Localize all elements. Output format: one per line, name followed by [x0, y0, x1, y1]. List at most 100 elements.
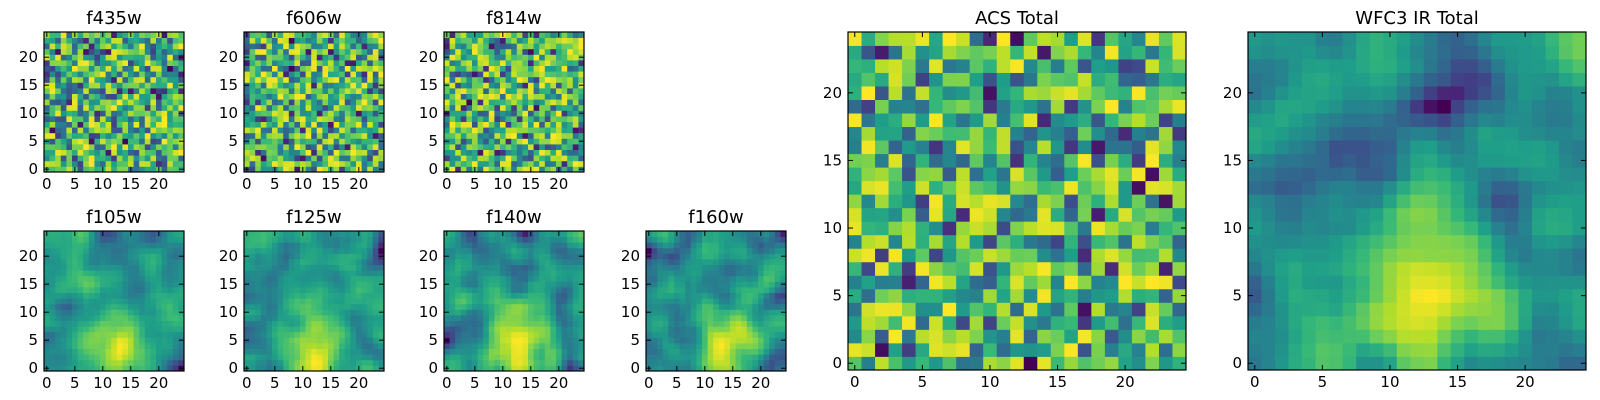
- heatmap-cell: [311, 270, 318, 277]
- heatmap-cell: [528, 354, 534, 361]
- heatmap-cell: [316, 54, 323, 61]
- heatmap-cell: [133, 155, 140, 162]
- heatmap-cell: [1064, 248, 1079, 263]
- heatmap-cell: [1131, 248, 1146, 263]
- heatmap-cell: [77, 303, 84, 310]
- heatmap-cell: [378, 287, 385, 293]
- heatmap-cell: [528, 331, 534, 338]
- heatmap-cell: [888, 315, 903, 330]
- heatmap-cell: [60, 149, 67, 156]
- heatmap-cell: [178, 292, 185, 299]
- heatmap-cell: [746, 281, 753, 288]
- heatmap-cell: [572, 48, 579, 55]
- heatmap-cell: [1104, 275, 1119, 290]
- heatmap-cell: [255, 292, 262, 299]
- heatmap-cell: [724, 242, 731, 249]
- heatmap-cell: [316, 110, 323, 117]
- heatmap-cell: [172, 315, 179, 321]
- heatmap-cell: [483, 231, 490, 237]
- heatmap-cell: [455, 326, 462, 333]
- heatmap-cell: [94, 54, 101, 61]
- heatmap-cell: [702, 275, 708, 282]
- y-tick-label: 0: [228, 359, 238, 377]
- heatmap-cell: [735, 315, 742, 321]
- heatmap-cell: [477, 343, 484, 349]
- heatmap-cell: [915, 167, 930, 182]
- heatmap-cell: [156, 43, 162, 50]
- heatmap-cell: [483, 365, 490, 372]
- heatmap-cell: [111, 132, 118, 139]
- heatmap-cell: [72, 48, 78, 55]
- heatmap-cell: [488, 259, 495, 265]
- heatmap-cell: [111, 287, 118, 293]
- heatmap-cell: [128, 37, 134, 44]
- heatmap-cell: [483, 320, 490, 327]
- heatmap-cell: [372, 99, 379, 106]
- heatmap-cell: [283, 259, 290, 265]
- heatmap-cell: [561, 281, 568, 288]
- heatmap-cell: [367, 348, 374, 355]
- heatmap-cell: [915, 194, 930, 209]
- heatmap-cell: [44, 132, 50, 139]
- heatmap-cell: [94, 116, 101, 122]
- heatmap-cell: [372, 155, 379, 162]
- heatmap-cell: [288, 247, 295, 254]
- heatmap-cell: [44, 88, 50, 94]
- heatmap-cell: [105, 247, 112, 254]
- heatmap-cell: [283, 354, 290, 361]
- heatmap-cell: [77, 287, 84, 293]
- heatmap-cell: [300, 309, 306, 316]
- heatmap-cell: [572, 132, 579, 139]
- heatmap-cell: [105, 348, 112, 355]
- heatmap-cell: [88, 337, 95, 344]
- heatmap-cell: [539, 242, 546, 249]
- heatmap-cell: [472, 354, 478, 361]
- heatmap-cell: [522, 166, 529, 173]
- heatmap-cell: [702, 259, 708, 265]
- heatmap-cell: [528, 348, 534, 355]
- heatmap-cell: [449, 275, 456, 282]
- heatmap-cell: [49, 365, 56, 372]
- heatmap-cell: [244, 343, 250, 349]
- heatmap-cell: [367, 253, 374, 260]
- heatmap-cell: [500, 242, 506, 249]
- heatmap-cell: [494, 54, 501, 61]
- heatmap-cell: [378, 88, 385, 94]
- heatmap-cell: [572, 127, 579, 134]
- heatmap-cell: [466, 247, 473, 254]
- heatmap-cell: [272, 160, 278, 167]
- x-tick-label: 0: [42, 374, 52, 392]
- heatmap-cell: [578, 149, 585, 156]
- heatmap-cell: [55, 315, 62, 321]
- heatmap-cell: [578, 121, 585, 128]
- heatmap-cell: [915, 288, 930, 303]
- heatmap-cell: [72, 121, 78, 128]
- heatmap-cell: [361, 309, 368, 316]
- heatmap-cell: [122, 287, 129, 293]
- heatmap-cell: [539, 320, 546, 327]
- heatmap-cell: [533, 320, 540, 327]
- heatmap-cell: [1091, 315, 1106, 330]
- heatmap-cell: [60, 110, 67, 117]
- heatmap-cell: [139, 298, 146, 305]
- heatmap-cell: [328, 242, 334, 249]
- heatmap-cell: [378, 264, 385, 271]
- heatmap-cell: [277, 231, 284, 237]
- heatmap-cell: [311, 292, 318, 299]
- heatmap-cell: [300, 65, 306, 72]
- heatmap-cell: [161, 292, 168, 299]
- heatmap-cell: [167, 348, 174, 355]
- heatmap-cell: [49, 303, 56, 310]
- heatmap-cell: [494, 253, 501, 260]
- heatmap-cell: [466, 37, 473, 44]
- heatmap-cell: [249, 231, 256, 237]
- heatmap-cell: [339, 110, 346, 117]
- heatmap-cell: [713, 253, 720, 260]
- heatmap-cell: [305, 48, 312, 55]
- heatmap-cell: [528, 281, 534, 288]
- heatmap-cell: [167, 337, 174, 344]
- heatmap-cell: [116, 281, 123, 288]
- heatmap-cell: [156, 242, 162, 249]
- heatmap-cell: [718, 292, 725, 299]
- heatmap-cell: [116, 303, 123, 310]
